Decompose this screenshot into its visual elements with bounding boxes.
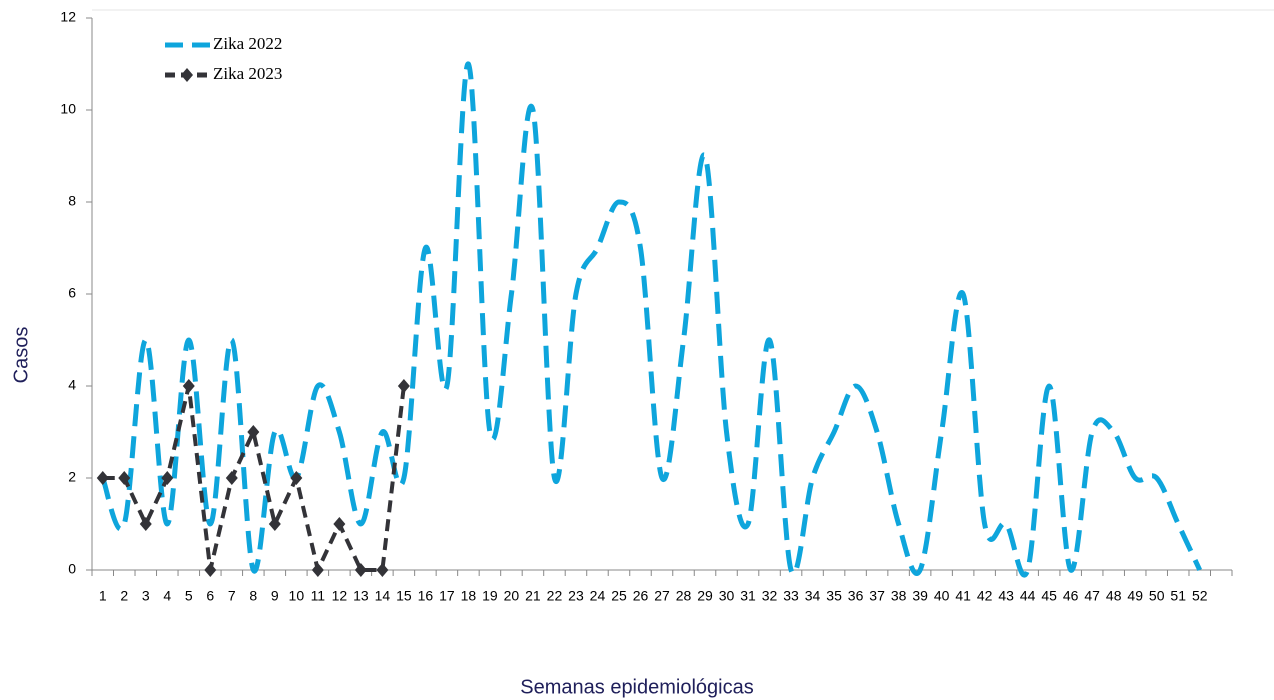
point-marker	[397, 379, 410, 393]
point-marker	[268, 517, 281, 531]
point-marker	[290, 471, 303, 485]
x-tick-label: 29	[697, 588, 713, 604]
x-tick-label: 35	[826, 588, 842, 604]
legend-label: Zika 2023	[213, 64, 282, 83]
x-tick-label: 48	[1106, 588, 1122, 604]
x-tick-label: 13	[353, 588, 369, 604]
x-tick-label: 45	[1041, 588, 1057, 604]
x-tick-label: 24	[590, 588, 606, 604]
legend-marker	[181, 68, 193, 82]
x-tick-label: 10	[289, 588, 305, 604]
x-tick-label: 40	[934, 588, 950, 604]
x-tick-label: 28	[676, 588, 692, 604]
x-tick-label: 12	[332, 588, 348, 604]
x-tick-label: 1	[99, 588, 107, 604]
x-tick-label: 20	[504, 588, 520, 604]
point-marker	[311, 563, 324, 577]
x-tick-label: 22	[547, 588, 563, 604]
x-tick-label: 32	[762, 588, 778, 604]
x-tick-label: 16	[418, 588, 434, 604]
x-tick-label: 41	[955, 588, 971, 604]
x-tick-label: 27	[654, 588, 670, 604]
x-tick-label: 7	[228, 588, 236, 604]
y-tick-label: 12	[60, 9, 76, 25]
x-tick-label: 14	[375, 588, 391, 604]
x-tick-label: 49	[1127, 588, 1143, 604]
y-tick-label: 2	[68, 469, 76, 485]
x-tick-label: 18	[461, 588, 477, 604]
x-tick-label: 47	[1084, 588, 1100, 604]
x-tick-label: 51	[1170, 588, 1186, 604]
x-tick-label: 9	[271, 588, 279, 604]
y-axis-title: Casos	[10, 327, 32, 384]
point-marker	[96, 471, 109, 485]
point-marker	[182, 379, 195, 393]
point-marker	[161, 471, 174, 485]
y-tick-label: 10	[60, 101, 76, 117]
x-tick-label: 26	[633, 588, 649, 604]
point-marker	[118, 471, 131, 485]
series-line	[100, 61, 1203, 578]
x-tick-label: 8	[249, 588, 257, 604]
point-marker	[354, 563, 367, 577]
x-tick-label: 5	[185, 588, 193, 604]
x-tick-label: 30	[719, 588, 735, 604]
x-tick-label: 34	[805, 588, 821, 604]
point-marker	[376, 563, 389, 577]
point-marker	[333, 517, 346, 531]
point-marker	[139, 517, 152, 531]
x-tick-label: 2	[120, 588, 128, 604]
x-tick-label: 42	[977, 588, 993, 604]
x-tick-label: 25	[611, 588, 627, 604]
x-tick-label: 23	[568, 588, 584, 604]
y-tick-label: 8	[68, 193, 76, 209]
x-tick-label: 43	[998, 588, 1014, 604]
x-tick-label: 31	[740, 588, 756, 604]
x-tick-label: 39	[912, 588, 928, 604]
y-tick-label: 4	[68, 377, 76, 393]
x-tick-label: 11	[311, 588, 326, 604]
x-tick-label: 17	[439, 588, 455, 604]
x-tick-label: 52	[1192, 588, 1208, 604]
x-tick-label: 36	[848, 588, 864, 604]
x-tick-label: 50	[1149, 588, 1165, 604]
x-tick-label: 15	[396, 588, 412, 604]
x-tick-label: 38	[891, 588, 907, 604]
x-tick-label: 3	[142, 588, 150, 604]
point-marker	[225, 471, 238, 485]
x-tick-label: 21	[525, 588, 541, 604]
x-axis-title: Semanas epidemiológicas	[520, 676, 753, 698]
point-marker	[204, 563, 217, 577]
x-tick-label: 33	[783, 588, 799, 604]
y-tick-label: 6	[68, 285, 76, 301]
point-marker	[247, 425, 260, 439]
x-tick-label: 19	[482, 588, 498, 604]
y-tick-label: 0	[68, 561, 76, 577]
series-line	[102, 385, 406, 577]
x-tick-label: 37	[869, 588, 885, 604]
legend-label: Zika 2022	[213, 34, 282, 53]
x-tick-label: 4	[163, 588, 171, 604]
x-tick-label: 46	[1063, 588, 1079, 604]
x-tick-label: 44	[1020, 588, 1036, 604]
x-tick-label: 6	[206, 588, 214, 604]
